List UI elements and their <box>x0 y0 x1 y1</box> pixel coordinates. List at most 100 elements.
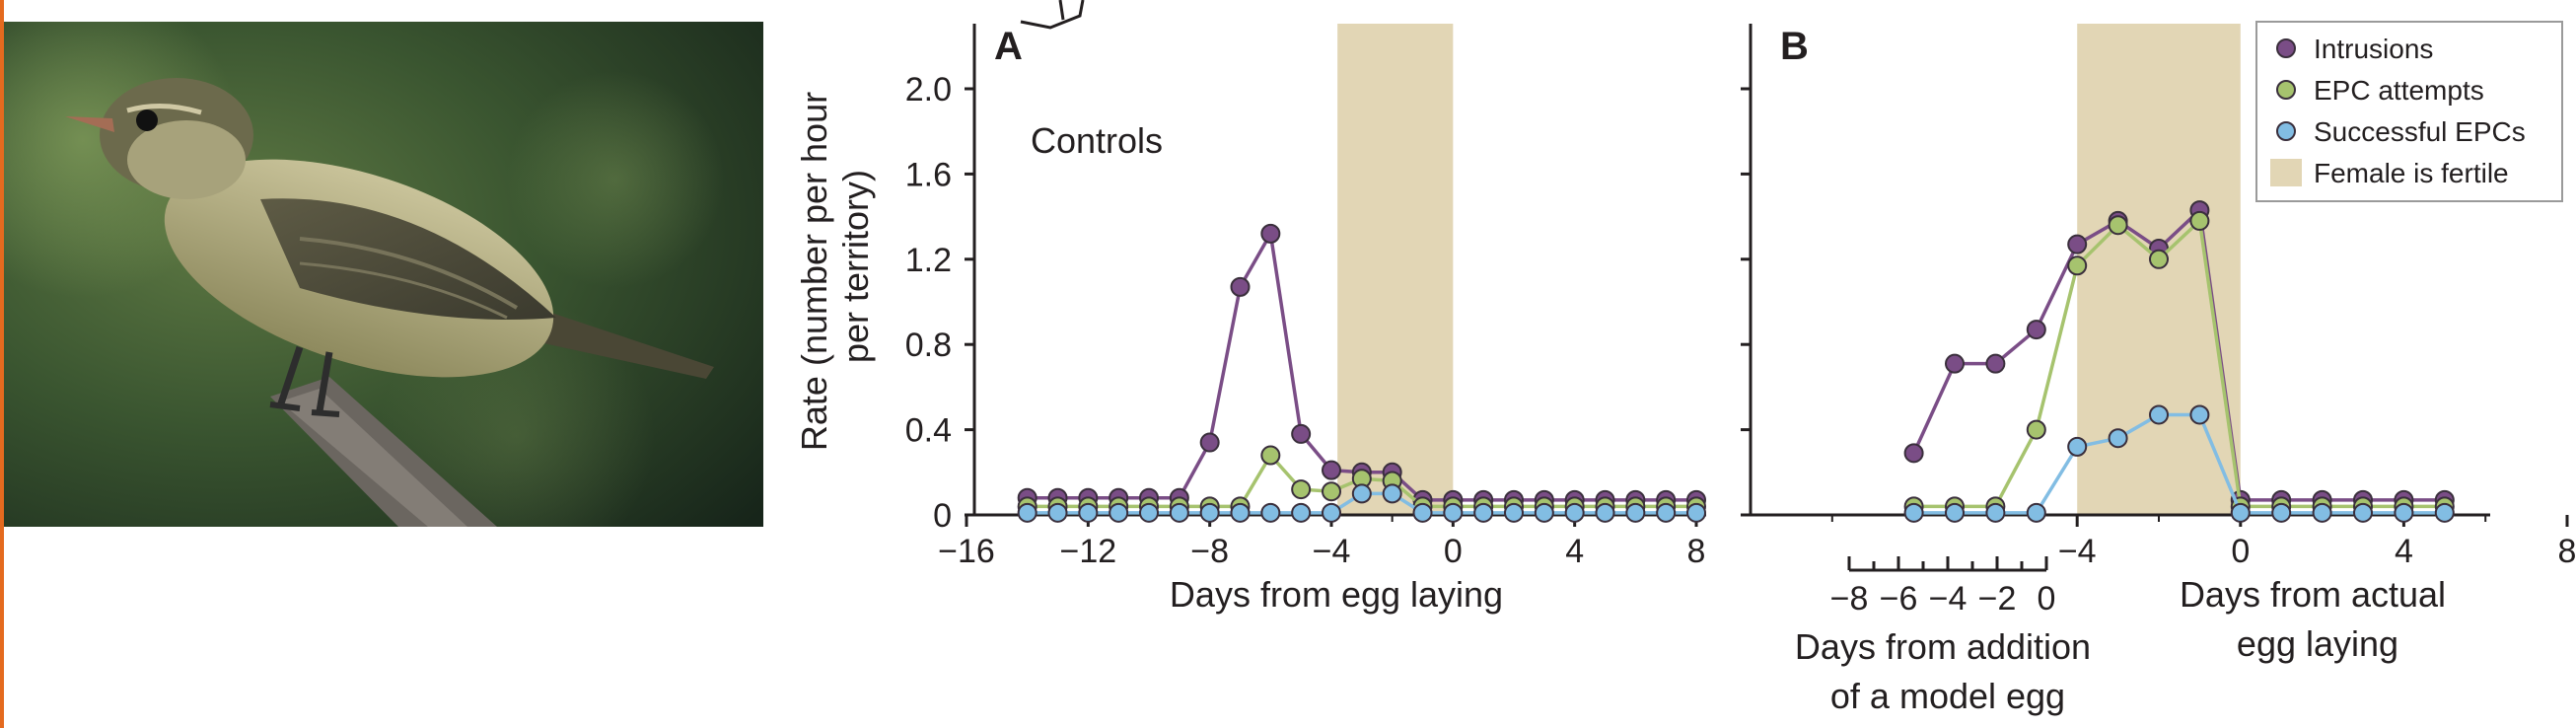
legend-marker <box>2276 38 2296 58</box>
data-point <box>1443 502 1464 523</box>
x-tick-label: 0 <box>1444 533 1463 570</box>
data-point <box>2067 255 2088 276</box>
x-tick-label: 4 <box>1565 533 1584 570</box>
y-tick-label: 0.4 <box>905 412 952 450</box>
decorative-stroke <box>1020 0 1085 30</box>
data-point <box>1473 502 1494 523</box>
fertile-period-shading <box>1337 24 1454 515</box>
data-point <box>1625 502 1646 523</box>
x-tick-label: 8 <box>1687 533 1706 570</box>
data-point <box>1903 502 1924 523</box>
x-tick-label: −4 <box>2058 533 2097 570</box>
data-point <box>2026 419 2046 440</box>
data-point <box>1230 276 1251 297</box>
data-point <box>1945 502 1965 523</box>
y-tick-label: 1.2 <box>905 242 952 279</box>
data-point <box>1322 481 1341 502</box>
y-tick-label: 0.8 <box>905 327 952 364</box>
data-point <box>1903 443 1924 464</box>
x-tick-label: −8 <box>1190 533 1229 570</box>
y-tick-label: 1.6 <box>905 156 952 193</box>
secondary-x-axis-label-line-1: Days from addition <box>1795 626 2091 667</box>
data-point <box>1291 479 1312 500</box>
y-tick-label: 0 <box>933 497 952 535</box>
data-point <box>2067 436 2088 457</box>
legend-box <box>2255 21 2563 202</box>
panel-a: 0 0.4 0.8 1.2 1.6 2.0 −16 −12 −8 −4 0 4 8 A Controls… <box>794 24 1706 615</box>
legend-marker <box>2276 80 2296 100</box>
legend-swatch <box>2270 159 2302 186</box>
legend-marker <box>2276 121 2296 141</box>
data-point <box>1260 223 1281 244</box>
orange-edge-stripe <box>0 0 4 728</box>
data-point <box>1534 502 1554 523</box>
data-point <box>2026 320 2046 340</box>
legend-label: Successful EPCs <box>2314 116 2526 147</box>
secondary-x-tick-label: −8 <box>1830 580 1869 618</box>
x-tick-label: 8 <box>2558 533 2576 570</box>
fertile-period-shading <box>2077 24 2241 515</box>
data-point <box>2149 249 2169 269</box>
secondary-x-axis-label: Days from addition of a model egg <box>1795 626 2101 716</box>
data-point <box>1169 502 1189 523</box>
data-point <box>1595 502 1615 523</box>
data-point <box>1985 502 2006 523</box>
data-point <box>1564 502 1585 523</box>
x-axis-label-line-1: Days from actual <box>2180 574 2446 615</box>
data-point <box>2353 502 2373 523</box>
data-point <box>1291 502 1312 523</box>
panel-b-label: B <box>1780 25 1809 68</box>
data-point <box>1985 353 2006 374</box>
data-point <box>2434 502 2455 523</box>
data-point <box>1199 432 1220 453</box>
data-point <box>1260 445 1281 466</box>
data-point <box>1109 502 1129 523</box>
data-point <box>2026 502 2046 523</box>
data-point <box>1139 502 1159 523</box>
data-point <box>1322 502 1341 523</box>
x-tick-label: 4 <box>2395 533 2413 570</box>
data-point <box>2108 428 2128 449</box>
legend-label: Female is fertile <box>2314 158 2509 188</box>
secondary-x-tick-label: −2 <box>1978 580 2017 618</box>
x-axis-label-line-2: egg laying <box>2237 623 2398 664</box>
data-point <box>1945 353 1965 374</box>
x-axis-label: Days from egg laying <box>1170 574 1503 615</box>
data-point <box>1686 502 1706 523</box>
controls-annotation: Controls <box>1031 120 1163 161</box>
secondary-x-axis: −8 −6 −4 −2 0 <box>1830 556 2056 618</box>
panel-a-series <box>1017 223 1706 523</box>
data-point <box>2067 234 2088 255</box>
secondary-x-tick-label: −4 <box>1929 580 1968 618</box>
data-point <box>1230 502 1251 523</box>
data-point <box>1047 502 1068 523</box>
y-axis-label: Rate (number per hour per territory) <box>794 82 876 451</box>
panel-b: −4 0 4 8 B Days from actual egg laying −8 −6… <box>1741 21 2576 716</box>
secondary-x-tick-label: −6 <box>1880 580 1918 618</box>
data-point <box>1382 483 1402 504</box>
legend-label: Intrusions <box>2314 34 2433 64</box>
data-point <box>1260 502 1281 523</box>
data-point <box>2230 502 2251 523</box>
secondary-x-axis-label-line-2: of a model egg <box>1830 676 2065 716</box>
data-point <box>2271 502 2292 523</box>
data-point <box>1291 423 1312 444</box>
data-point <box>1017 502 1038 523</box>
legend-label: EPC attempts <box>2314 75 2484 106</box>
data-point <box>1656 502 1677 523</box>
data-point <box>2149 404 2169 425</box>
data-point <box>2108 215 2128 236</box>
x-tick-label: 0 <box>2231 533 2250 570</box>
data-point <box>2394 502 2414 523</box>
data-point <box>1078 502 1099 523</box>
data-point <box>1351 483 1372 504</box>
panel-a-label: A <box>994 25 1023 68</box>
data-point <box>1412 502 1433 523</box>
x-tick-label: −12 <box>1059 533 1116 570</box>
panel-b-series <box>1903 200 2455 523</box>
data-point <box>2189 210 2210 231</box>
panel-a-axes: 0 0.4 0.8 1.2 1.6 2.0 −16 −12 −8 −4 0 4 8 <box>905 24 1706 570</box>
legend: Intrusions EPC attempts Successful EPCs Fem… <box>2255 21 2563 202</box>
secondary-x-tick-label: 0 <box>2038 580 2056 618</box>
